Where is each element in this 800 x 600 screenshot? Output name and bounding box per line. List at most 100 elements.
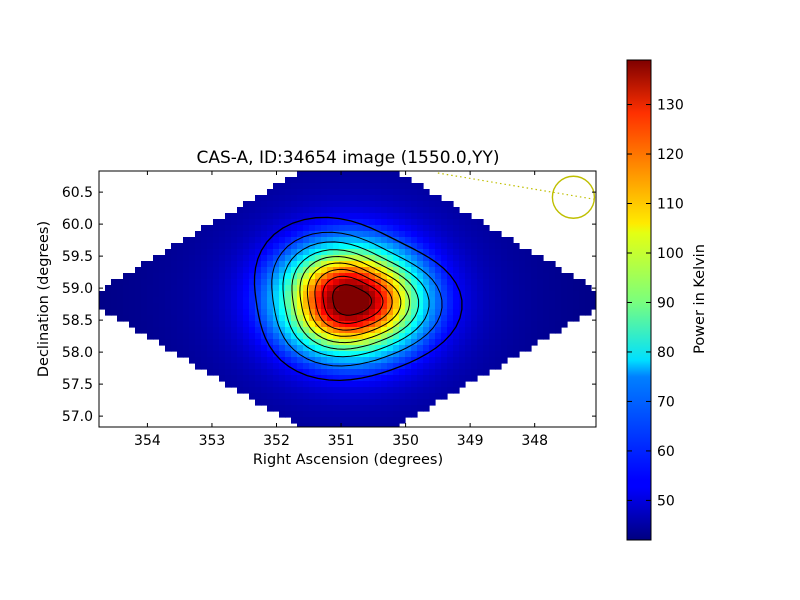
heat-cell <box>381 357 388 364</box>
heat-cell <box>435 195 442 202</box>
heat-cell <box>345 411 352 418</box>
heat-cell <box>105 303 112 310</box>
heat-cell <box>375 225 382 232</box>
colorbar-tick-label: 90 <box>657 295 675 311</box>
heat-cell <box>303 333 310 340</box>
heat-cell <box>549 303 556 310</box>
heat-cell <box>237 267 244 274</box>
heat-cell <box>471 273 478 280</box>
heat-cell <box>225 363 232 370</box>
heat-cell <box>279 195 286 202</box>
heat-cell <box>393 351 400 358</box>
heat-cell <box>375 393 382 400</box>
heat-cell <box>483 243 490 250</box>
heat-cell <box>483 273 490 280</box>
heat-cell <box>321 195 328 202</box>
heat-cell <box>519 285 526 292</box>
heat-cell <box>231 363 238 370</box>
heat-cell <box>219 369 226 376</box>
heat-cell <box>141 327 148 334</box>
heat-cell <box>189 339 196 346</box>
heat-cell <box>447 309 454 316</box>
heat-cell <box>303 351 310 358</box>
heat-cell <box>195 243 202 250</box>
heat-cell <box>435 219 442 226</box>
heat-cell <box>573 315 580 322</box>
heat-cell <box>327 297 334 304</box>
heat-cell <box>279 345 286 352</box>
heat-cell <box>255 213 262 220</box>
heat-cell <box>387 417 394 424</box>
heat-cell <box>351 177 358 184</box>
heat-cell <box>417 183 424 190</box>
heat-cell <box>231 321 238 328</box>
heat-cell <box>477 351 484 358</box>
heat-cell <box>243 363 250 370</box>
heat-cell <box>183 309 190 316</box>
heat-cell <box>531 339 538 346</box>
heat-cell <box>291 297 298 304</box>
heat-cell <box>297 303 304 310</box>
heat-cell <box>315 171 322 178</box>
colorbar-tick-label: 110 <box>657 197 684 213</box>
plot-frame <box>98 170 597 428</box>
heat-cell <box>345 177 352 184</box>
heat-cell <box>393 243 400 250</box>
heat-cell <box>303 189 310 196</box>
heat-cell <box>507 321 514 328</box>
heat-cell <box>411 333 418 340</box>
heat-cell <box>411 375 418 382</box>
heat-cell <box>459 255 466 262</box>
heat-cell <box>285 339 292 346</box>
heat-cell <box>273 309 280 316</box>
heat-cell <box>261 393 268 400</box>
heat-cell <box>177 321 184 328</box>
heat-cell <box>363 171 370 178</box>
heat-cell <box>555 285 562 292</box>
heat-cell <box>333 171 340 178</box>
heat-cell <box>411 255 418 262</box>
heat-cell <box>495 231 502 238</box>
heat-cell <box>249 267 256 274</box>
heat-cell <box>393 285 400 292</box>
heat-cell <box>171 267 178 274</box>
heat-cell <box>333 333 340 340</box>
contour-line <box>282 241 430 358</box>
heat-cell <box>459 351 466 358</box>
heat-cell <box>423 393 430 400</box>
heat-cell <box>357 279 364 286</box>
heat-cell <box>291 195 298 202</box>
heat-cell <box>435 333 442 340</box>
heat-cell <box>363 333 370 340</box>
heat-cell <box>345 363 352 370</box>
heat-cell <box>369 333 376 340</box>
heat-cell <box>393 225 400 232</box>
heat-cell <box>195 267 202 274</box>
heat-cell <box>171 279 178 286</box>
heat-cell <box>339 285 346 292</box>
heat-cell <box>441 267 448 274</box>
heat-cell <box>573 285 580 292</box>
heat-cell <box>405 381 412 388</box>
heat-cell <box>453 327 460 334</box>
heat-cell <box>387 381 394 388</box>
heat-cell <box>507 327 514 334</box>
heat-cell <box>399 345 406 352</box>
heat-cell <box>243 381 250 388</box>
heat-cell <box>417 321 424 328</box>
heat-cell <box>495 351 502 358</box>
heat-cell <box>123 315 130 322</box>
heat-cell <box>369 417 376 424</box>
heat-cell <box>279 237 286 244</box>
heat-cell <box>471 315 478 322</box>
heat-cell <box>567 315 574 322</box>
heat-cell <box>471 231 478 238</box>
heat-cell <box>345 417 352 424</box>
heat-cell <box>507 249 514 256</box>
heat-cell <box>105 297 112 304</box>
heat-cell <box>417 207 424 214</box>
heat-cell <box>135 267 142 274</box>
heat-cell <box>279 315 286 322</box>
heat-cell <box>489 255 496 262</box>
heat-cell <box>105 285 112 292</box>
